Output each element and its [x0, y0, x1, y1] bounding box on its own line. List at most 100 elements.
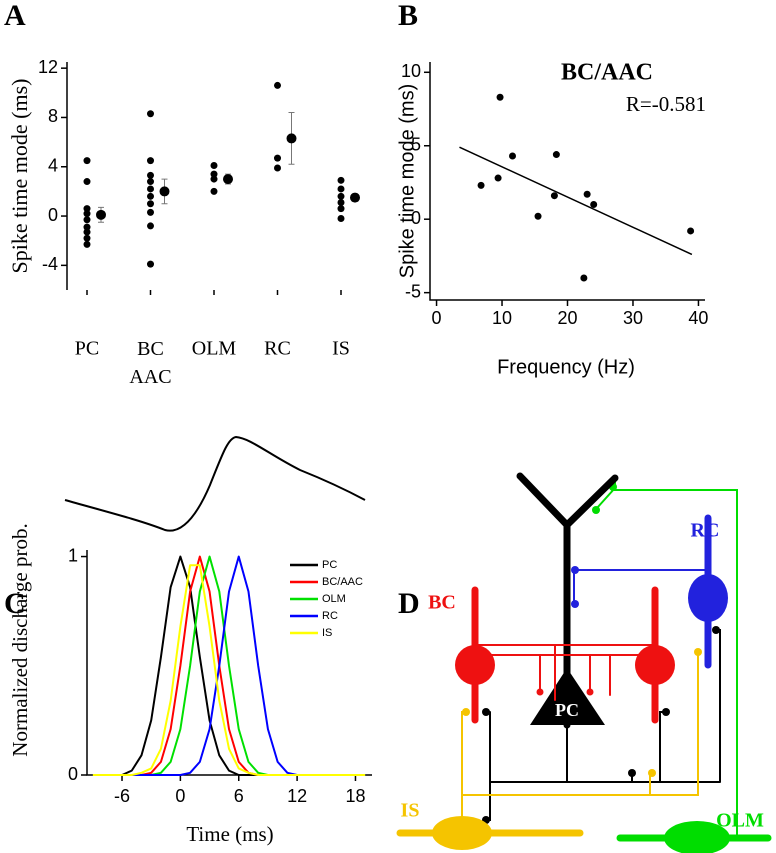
cell-label: OLM [716, 810, 764, 832]
mean-point [96, 209, 106, 220]
data-point [83, 228, 91, 236]
mean-point [223, 174, 233, 185]
panel-label: A [4, 0, 26, 32]
y-axis-label: Spike time mode (ms) [396, 84, 418, 279]
x-tick-label: 12 [287, 786, 307, 806]
data-point [83, 216, 91, 224]
cell-label: RC [691, 520, 720, 542]
data-point [147, 260, 154, 268]
x-tick-label: IS [332, 338, 350, 360]
data-point [83, 178, 91, 186]
y-tick-label: -5 [405, 281, 421, 301]
fit-line [459, 146, 693, 256]
x-tick-label: 0 [432, 308, 442, 328]
data-point [83, 157, 91, 165]
y-tick-label: 1 [68, 545, 78, 565]
mean-point [159, 186, 170, 197]
legend-label: PC [322, 559, 337, 571]
data-point [337, 198, 345, 206]
chart-title: BC/AAC [561, 60, 653, 86]
data-point [552, 151, 560, 159]
panel-label: B [398, 0, 418, 32]
x-tick-label: RC [264, 338, 291, 360]
data-point [147, 110, 154, 118]
data-point [337, 205, 345, 213]
cell-label: BC [428, 592, 456, 614]
y-tick-label: 0 [411, 208, 421, 228]
y-tick-label: 8 [48, 106, 58, 126]
data-point [147, 208, 154, 216]
circuit-diagram [396, 472, 772, 853]
data-point [83, 234, 91, 242]
data-point [147, 157, 154, 165]
series-line [92, 564, 366, 776]
data-point [496, 93, 504, 101]
data-point [210, 170, 218, 178]
data-point [274, 164, 281, 172]
data-point [550, 192, 558, 200]
x-tick-label: 30 [623, 308, 643, 328]
data-point [534, 212, 542, 220]
mean-point [286, 133, 297, 144]
y-tick-label: -4 [42, 254, 58, 274]
data-point [83, 223, 91, 231]
cell-label: PC [555, 700, 579, 720]
data-point [583, 190, 591, 198]
data-point [83, 240, 91, 248]
legend-label: OLM [322, 593, 346, 605]
x-tick-label: 6 [234, 786, 244, 806]
data-point [580, 274, 588, 282]
y-tick-label: 0 [48, 205, 58, 225]
y-tick-label: 4 [48, 156, 58, 176]
panel-label: C [4, 587, 26, 620]
data-point [147, 200, 154, 208]
data-point [274, 154, 281, 162]
data-point [590, 201, 598, 209]
x-tick-label: 40 [688, 308, 708, 328]
x-axis-label: Time (ms) [186, 822, 273, 846]
legend-label: BC/AAC [322, 576, 363, 588]
data-point [83, 210, 91, 218]
x-tick-label: PC [75, 338, 99, 360]
data-point [337, 192, 345, 200]
data-point [147, 192, 154, 200]
data-point [687, 227, 695, 235]
y-tick-label: 0 [68, 764, 78, 784]
annotation: R=-0.581 [626, 92, 706, 116]
x-tick-label: BC AAC [129, 338, 171, 388]
data-point [494, 174, 502, 182]
data-point [274, 81, 281, 89]
x-tick-label: 20 [557, 308, 577, 328]
panel-label: D [398, 587, 420, 620]
data-point [83, 205, 91, 213]
data-point [210, 162, 218, 170]
data-point [337, 176, 345, 184]
data-point [210, 175, 218, 183]
x-tick-label: 0 [175, 786, 185, 806]
legend-label: IS [322, 627, 332, 639]
y-axis-label: Normalized discharge prob. [8, 523, 32, 756]
x-tick-label: 18 [345, 786, 365, 806]
y-tick-label: 10 [401, 61, 421, 81]
data-point [477, 181, 485, 189]
cell-label: IS [401, 800, 420, 822]
data-point [337, 215, 345, 223]
y-tick-label: 5 [411, 134, 421, 154]
mean-point [350, 192, 360, 203]
data-point [147, 178, 154, 186]
legend-label: RC [322, 610, 338, 622]
data-point [210, 187, 218, 195]
data-point [147, 185, 154, 193]
x-tick-label: -6 [114, 786, 130, 806]
axes [429, 62, 705, 301]
x-tick-label: 10 [492, 308, 512, 328]
waveform-trace [64, 435, 366, 532]
y-tick-label: 12 [38, 57, 58, 77]
x-axis-label: Frequency (Hz) [497, 356, 635, 378]
y-axis-label: Spike time mode (ms) [7, 79, 32, 274]
x-tick-label: OLM [192, 338, 237, 360]
data-point [147, 222, 154, 230]
data-point [509, 152, 516, 160]
data-point [337, 185, 345, 193]
